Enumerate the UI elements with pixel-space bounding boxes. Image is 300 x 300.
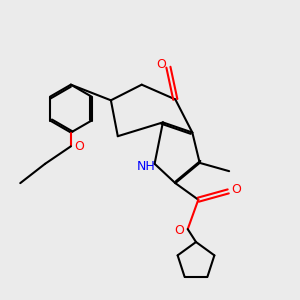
Text: O: O — [232, 183, 242, 196]
Text: NH: NH — [137, 160, 156, 172]
Text: O: O — [156, 58, 166, 71]
Text: O: O — [175, 224, 184, 237]
Text: O: O — [74, 140, 84, 153]
